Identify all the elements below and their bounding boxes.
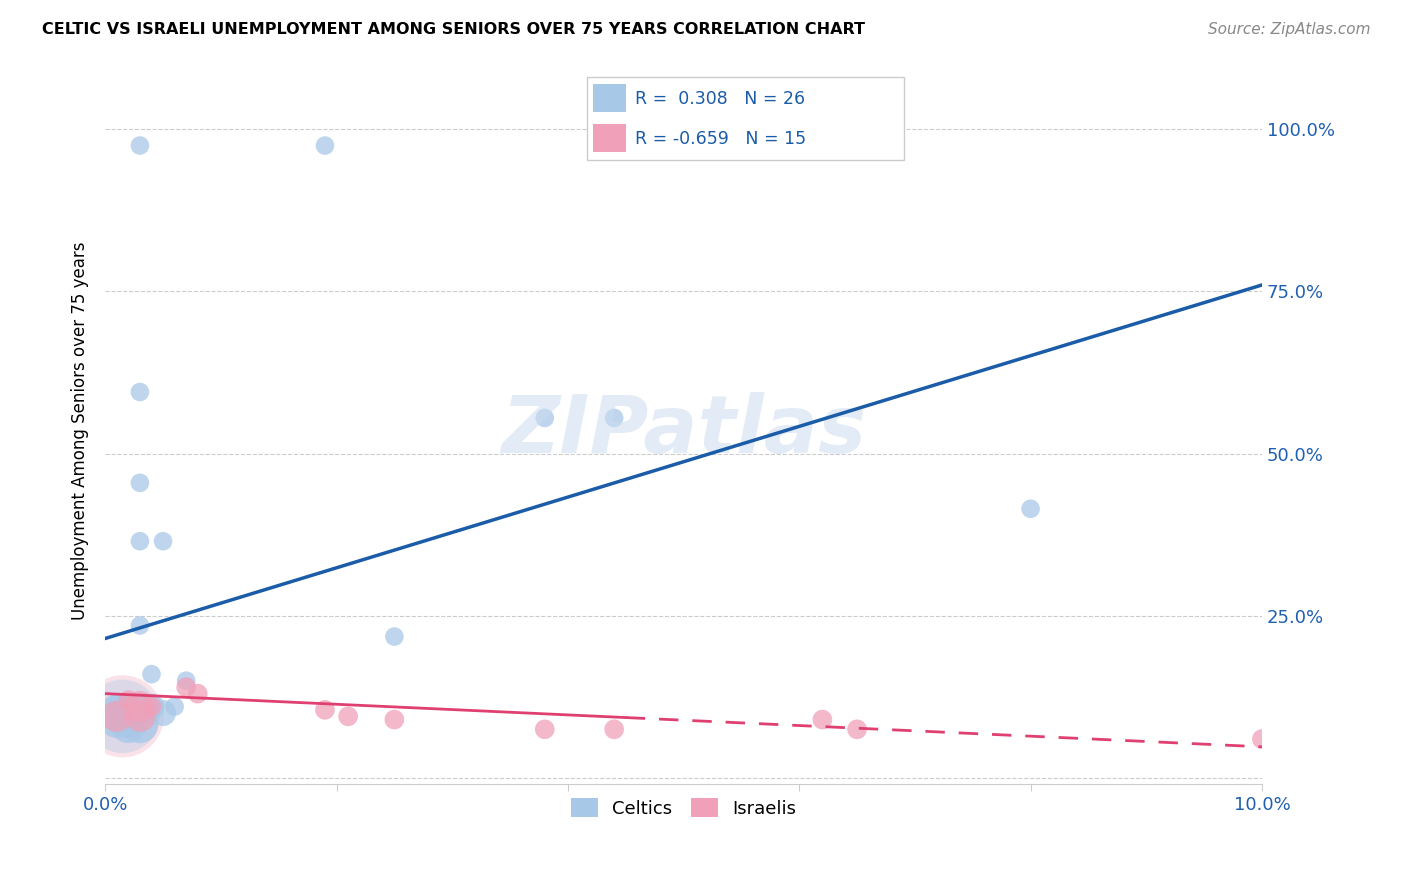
Point [117, 706, 139, 720]
Text: CELTIC VS ISRAELI UNEMPLOYMENT AMONG SENIORS OVER 75 YEARS CORRELATION CHART: CELTIC VS ISRAELI UNEMPLOYMENT AMONG SEN… [42, 22, 865, 37]
Point [111, 709, 134, 723]
Point [111, 709, 134, 723]
FancyBboxPatch shape [593, 85, 626, 112]
Point [314, 703, 336, 717]
Point [314, 138, 336, 153]
Point [187, 687, 209, 701]
Point [846, 723, 869, 737]
Point [129, 384, 152, 399]
Point [105, 706, 128, 720]
Point [603, 723, 626, 737]
Point [129, 534, 152, 549]
Point [384, 713, 406, 727]
Point [533, 411, 555, 425]
Point [174, 680, 197, 694]
Point [152, 706, 174, 720]
Point [141, 699, 163, 714]
FancyBboxPatch shape [593, 124, 626, 152]
Point [129, 138, 152, 153]
Text: ZIPatlas: ZIPatlas [501, 392, 866, 470]
Point [129, 709, 152, 723]
Point [603, 411, 626, 425]
Point [163, 699, 186, 714]
Point [152, 534, 174, 549]
Point [174, 673, 197, 688]
Point [129, 475, 152, 490]
Point [129, 699, 152, 714]
Text: R =  0.308   N = 26: R = 0.308 N = 26 [636, 90, 806, 108]
Point [117, 693, 139, 707]
Point [117, 713, 139, 727]
Point [384, 630, 406, 644]
Point [1251, 732, 1274, 747]
Point [105, 713, 128, 727]
Point [141, 699, 163, 714]
Point [129, 706, 152, 720]
Point [533, 723, 555, 737]
Point [105, 709, 128, 723]
Point [1019, 501, 1042, 516]
Point [337, 709, 360, 723]
FancyBboxPatch shape [586, 77, 904, 160]
Point [129, 699, 152, 714]
Point [105, 697, 128, 711]
Point [141, 667, 163, 681]
Point [129, 618, 152, 632]
Text: Source: ZipAtlas.com: Source: ZipAtlas.com [1208, 22, 1371, 37]
Point [117, 718, 139, 732]
Point [129, 718, 152, 732]
Y-axis label: Unemployment Among Seniors over 75 years: Unemployment Among Seniors over 75 years [72, 242, 89, 620]
Point [811, 713, 834, 727]
Text: R = -0.659   N = 15: R = -0.659 N = 15 [636, 129, 807, 147]
Point [117, 699, 139, 714]
Legend: Celtics, Israelis: Celtics, Israelis [564, 791, 803, 825]
